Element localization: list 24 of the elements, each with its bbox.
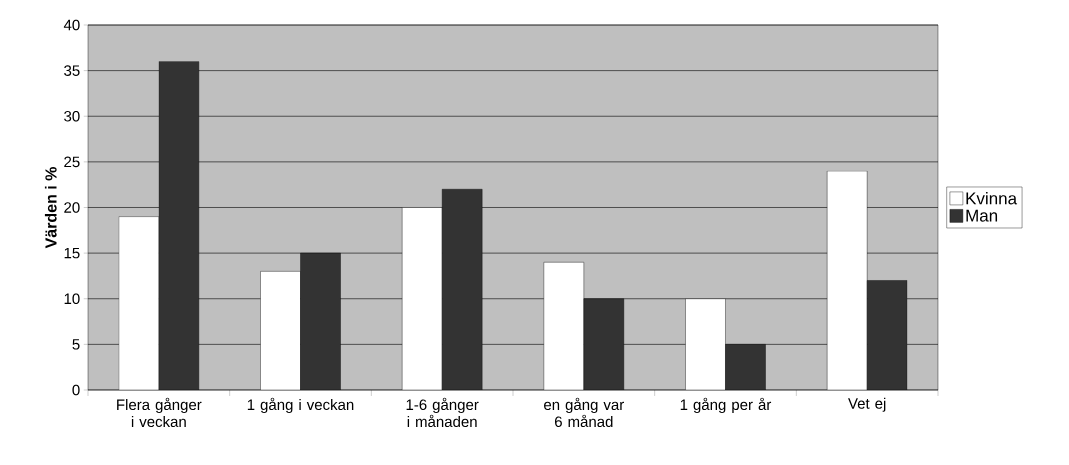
legend-label: Kvinna: [966, 191, 1018, 205]
y-tick-label: 25: [64, 156, 80, 168]
y-axis-title: Värden i %: [44, 167, 57, 249]
y-tick-label: 30: [64, 110, 80, 122]
y-tick-label: 10: [64, 293, 80, 305]
legend-label: Man: [966, 209, 998, 222]
y-tick-label: 15: [64, 247, 80, 259]
x-tick-label: 1 gång per år: [680, 397, 772, 413]
y-tick-label: 0: [72, 384, 80, 396]
y-tick-label: 5: [72, 339, 80, 350]
x-tick-label: Flera gånger i veckan: [117, 397, 202, 428]
x-tick-label: Vet ej: [848, 397, 886, 412]
bar: [260, 271, 301, 390]
y-tick-label: 20: [64, 202, 80, 213]
bar: [401, 207, 443, 390]
x-tick-label: 1 gång i veckan: [247, 397, 354, 413]
bar: [118, 216, 160, 390]
x-tick-label: en gång var 6 månad: [544, 397, 624, 428]
y-tick-label: 40: [63, 19, 80, 31]
bar: [826, 170, 868, 390]
bar: [543, 262, 585, 390]
bar: [685, 298, 726, 390]
y-tick-label: 35: [64, 65, 80, 76]
x-tick-label: 1-6 gånger i månaden: [406, 397, 479, 428]
